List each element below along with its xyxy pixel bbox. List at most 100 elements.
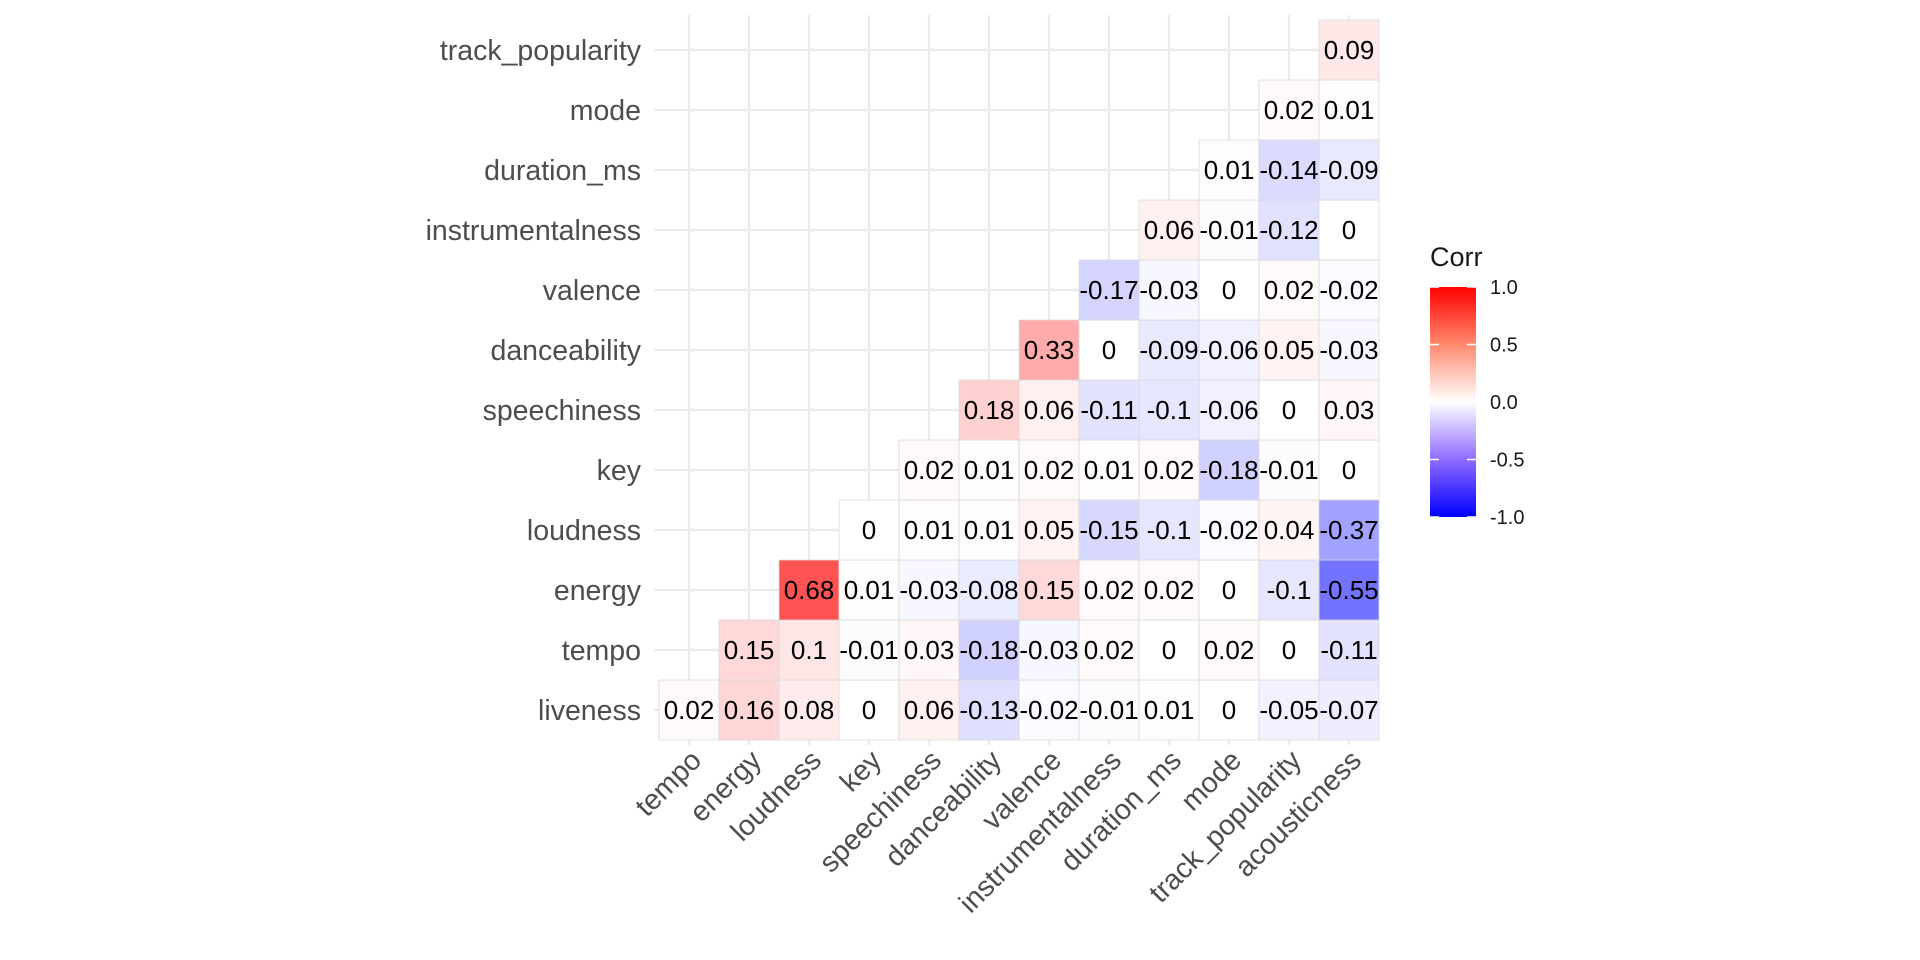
cell-value-label: -0.1 [1267, 575, 1312, 605]
heatmap-cell [1018, 499, 1080, 561]
heatmap-cell [1258, 559, 1320, 621]
heatmap-cell [1018, 319, 1080, 381]
legend-tick-label: 1.0 [1490, 277, 1518, 299]
heatmap-cell [1018, 619, 1080, 681]
heatmap-cell [718, 679, 780, 741]
cell-value-label: 0.02 [1084, 575, 1135, 605]
y-tick-label: energy [554, 575, 642, 607]
legend-tick-label: -1.0 [1490, 507, 1524, 529]
cell-value-label: 0.02 [1144, 575, 1195, 605]
cell-value-label: -0.37 [1319, 515, 1378, 545]
heatmap-cell [958, 559, 1020, 621]
cell-value-label: -0.1 [1147, 515, 1192, 545]
heatmap-cell [1078, 619, 1140, 681]
heatmap-cell [1198, 259, 1260, 321]
y-tick-label: key [597, 455, 642, 487]
heatmap-cell [1318, 679, 1380, 741]
heatmap-cell [1318, 79, 1380, 141]
cell-value-label: 0.06 [1144, 215, 1195, 245]
cell-value-label: 0.01 [904, 515, 955, 545]
heatmap-cell [1258, 439, 1320, 501]
heatmap-cell [1078, 559, 1140, 621]
heatmap-cell [1318, 319, 1380, 381]
y-axis-tick-labels: liveness tempo energy loudness key speechines… [426, 35, 642, 727]
heatmap-cell [1138, 679, 1200, 741]
y-tick-label: speechiness [483, 395, 641, 427]
heatmap-cell [1198, 559, 1260, 621]
cell-value-label: 0.09 [1324, 35, 1375, 65]
cell-value-label: 0 [862, 695, 876, 725]
y-tick-label: danceability [490, 335, 641, 367]
cell-value-label: 0.01 [1204, 155, 1255, 185]
cell-value-label: 0 [1222, 275, 1236, 305]
cell-value-label: 0 [862, 515, 876, 545]
cell-value-label: -0.02 [1019, 695, 1078, 725]
cell-value-label: -0.11 [1080, 395, 1137, 425]
heatmap-cell [898, 559, 960, 621]
heatmap-cell [1078, 499, 1140, 561]
y-tick-label: track_popularity [440, 35, 642, 67]
heatmap-cell [1318, 19, 1380, 81]
heatmap-cell [1078, 439, 1140, 501]
heatmap-cell [1198, 499, 1260, 561]
cell-value-label: 0.33 [1024, 335, 1075, 365]
cell-value-label: -0.02 [1199, 515, 1258, 545]
y-tick-label: instrumentalness [426, 215, 641, 247]
y-tick-label: valence [543, 275, 641, 307]
cell-value-label: -0.06 [1199, 335, 1258, 365]
heatmap-cell [1198, 139, 1260, 201]
cell-value-label: 0.1 [791, 635, 827, 665]
cell-value-label: 0.18 [964, 395, 1015, 425]
legend-tick-label: -0.5 [1490, 450, 1524, 472]
heatmap-cell [1318, 439, 1380, 501]
heatmap-cell [838, 619, 900, 681]
cell-value-label: -0.07 [1319, 695, 1378, 725]
cell-value-label: -0.01 [1199, 215, 1258, 245]
cell-value-label: 0.02 [1264, 275, 1315, 305]
cell-value-label: -0.14 [1259, 155, 1318, 185]
cell-value-label: -0.11 [1320, 635, 1377, 665]
cell-value-label: -0.12 [1259, 215, 1318, 245]
cell-value-label: 0.02 [1024, 455, 1075, 485]
cell-value-label: 0.02 [1264, 95, 1315, 125]
heatmap-cell [1078, 259, 1140, 321]
cell-value-label: 0.05 [1264, 335, 1315, 365]
heatmap-cell [1318, 379, 1380, 441]
color-legend: Corr 1.0 0.5 0.0 -0.5 -1.0 [1430, 242, 1524, 529]
heatmap-cell [1258, 139, 1320, 201]
heatmap-cells [658, 19, 1380, 741]
heatmap-cell [718, 619, 780, 681]
cell-value-label: -0.17 [1079, 275, 1138, 305]
heatmap-cell [958, 679, 1020, 741]
cell-value-label: 0.15 [1024, 575, 1075, 605]
cell-value-label: 0.01 [844, 575, 895, 605]
cell-value-label: -0.1 [1147, 395, 1192, 425]
cell-value-label: 0 [1282, 395, 1296, 425]
cell-value-label: 0.02 [1204, 635, 1255, 665]
heatmap-cell [898, 499, 960, 561]
heatmap-cell [1018, 439, 1080, 501]
legend-tick-label: 0.0 [1490, 392, 1518, 414]
cell-value-label: 0 [1162, 635, 1176, 665]
cell-value-label: -0.13 [959, 695, 1018, 725]
cell-value-label: 0.04 [1264, 515, 1315, 545]
cell-value-labels: 0.02 0.16 0.08 0 0.06 -0.13 -0.02 -0.01 0.01 0 -0.… [664, 35, 1379, 725]
heatmap-cell [838, 499, 900, 561]
heatmap-cell [1258, 379, 1320, 441]
cell-value-label: 0.02 [1144, 455, 1195, 485]
heatmap-cell [1198, 439, 1260, 501]
cell-value-label: 0 [1222, 575, 1236, 605]
cell-value-label: -0.01 [1079, 695, 1138, 725]
cell-value-label: 0.01 [1144, 695, 1195, 725]
heatmap-cell [1198, 199, 1260, 261]
heatmap-cell [1078, 319, 1140, 381]
cell-value-label: -0.09 [1139, 335, 1198, 365]
cell-value-label: 0.16 [724, 695, 775, 725]
cell-value-label: 0.05 [1024, 515, 1075, 545]
y-tick-label: tempo [562, 635, 641, 667]
cell-value-label: 0.15 [724, 635, 775, 665]
cell-value-label: -0.01 [1259, 455, 1318, 485]
cell-value-label: 0 [1102, 335, 1116, 365]
cell-value-label: -0.18 [959, 635, 1018, 665]
